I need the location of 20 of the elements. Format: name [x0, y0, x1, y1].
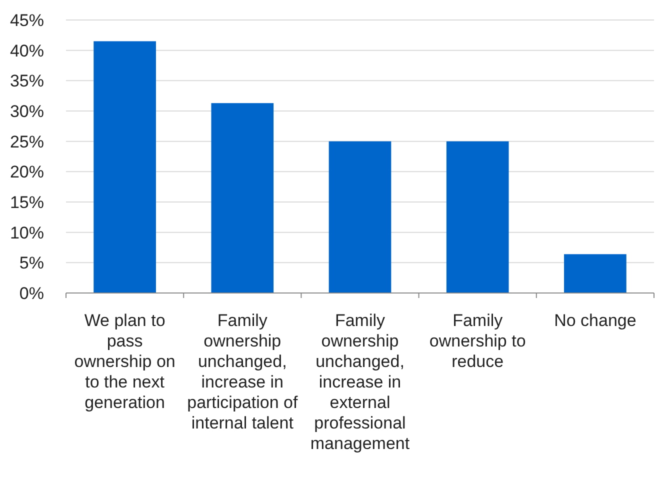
bar: [211, 103, 274, 293]
y-tick-label: 25%: [10, 132, 44, 152]
bar: [94, 41, 156, 293]
y-tick-label: 15%: [10, 192, 44, 212]
y-tick-label: 35%: [10, 72, 44, 91]
x-tick-label: No change: [554, 311, 636, 330]
x-tick-label: Family ownership unchanged, increase in external professional management: [310, 311, 410, 453]
x-tick-label: Family ownership to reduce: [429, 311, 526, 371]
bar: [328, 141, 392, 293]
y-tick-label: 40%: [10, 41, 44, 60]
y-tick-label: 30%: [10, 102, 44, 121]
y-tick-label: 45%: [10, 10, 44, 30]
y-tick-label: 0%: [19, 284, 44, 303]
y-tick-label: 10%: [10, 223, 44, 242]
y-tick-label: 5%: [19, 254, 44, 273]
bar: [564, 254, 626, 293]
y-tick-label: 20%: [10, 162, 44, 182]
bar: [446, 141, 509, 293]
x-tick-label: We plan to pass ownership on to the next generation: [74, 311, 176, 412]
x-tick-label: Family ownership unchanged, increase in participation of internal talent: [187, 311, 298, 432]
